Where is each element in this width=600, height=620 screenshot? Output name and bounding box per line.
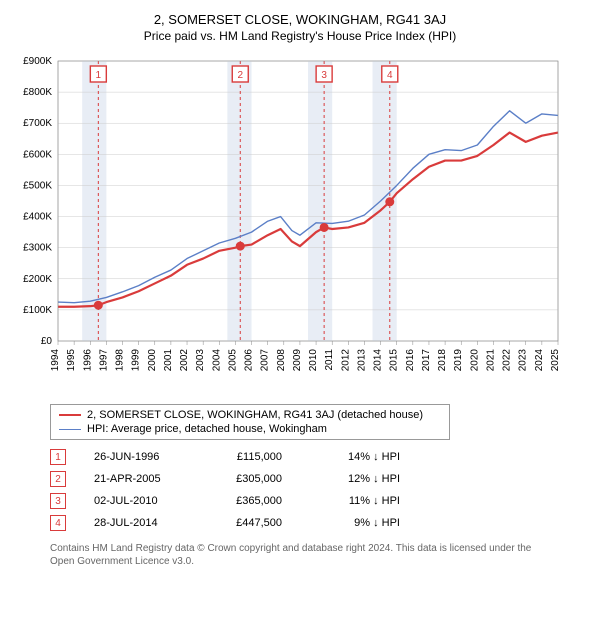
- svg-text:1996: 1996: [82, 349, 93, 372]
- sale-diff: 9% ↓ HPI: [310, 517, 400, 529]
- svg-text:2015: 2015: [389, 349, 400, 372]
- legend: 2, SOMERSET CLOSE, WOKINGHAM, RG41 3AJ (…: [50, 404, 450, 440]
- svg-text:2012: 2012: [340, 349, 351, 372]
- sale-marker-ref: 1: [50, 449, 66, 465]
- sales-table: 1 26-JUN-1996 £115,000 14% ↓ HPI 2 21-APR-200…: [50, 446, 590, 534]
- sale-diff: 11% ↓ HPI: [310, 495, 400, 507]
- svg-text:2019: 2019: [453, 349, 464, 372]
- svg-text:£900K: £900K: [23, 56, 52, 67]
- svg-text:2018: 2018: [437, 349, 448, 372]
- svg-text:2009: 2009: [292, 349, 303, 372]
- svg-text:3: 3: [321, 70, 327, 81]
- svg-text:£300K: £300K: [23, 243, 52, 254]
- svg-text:2000: 2000: [147, 349, 158, 372]
- legend-swatch: [59, 414, 81, 416]
- svg-text:1995: 1995: [66, 349, 77, 372]
- svg-text:2016: 2016: [405, 349, 416, 372]
- svg-text:1: 1: [96, 70, 102, 81]
- svg-text:2008: 2008: [276, 349, 287, 372]
- sale-diff: 12% ↓ HPI: [310, 473, 400, 485]
- svg-text:4: 4: [387, 70, 393, 81]
- chart-svg: £0 £100K £200K £300K £400K £500K £600K £700K £80…: [10, 51, 570, 391]
- sale-price: £447,500: [212, 517, 282, 529]
- sale-date: 21-APR-2005: [94, 473, 184, 485]
- legend-row: HPI: Average price, detached house, Woki…: [59, 422, 441, 436]
- svg-text:2006: 2006: [244, 349, 255, 372]
- svg-text:2: 2: [237, 70, 243, 81]
- svg-text:2014: 2014: [373, 349, 384, 372]
- svg-text:2023: 2023: [518, 349, 529, 372]
- svg-text:2004: 2004: [211, 349, 222, 372]
- sale-marker-ref: 4: [50, 515, 66, 531]
- sale-date: 02-JUL-2010: [94, 495, 184, 507]
- svg-text:2021: 2021: [485, 349, 496, 372]
- page-title: 2, SOMERSET CLOSE, WOKINGHAM, RG41 3AJ: [10, 12, 590, 27]
- svg-text:£700K: £700K: [23, 118, 52, 129]
- sale-price: £305,000: [212, 473, 282, 485]
- sale-diff: 14% ↓ HPI: [310, 451, 400, 463]
- svg-text:1994: 1994: [50, 349, 61, 372]
- sale-marker-ref: 2: [50, 471, 66, 487]
- svg-text:2011: 2011: [324, 349, 335, 371]
- svg-text:1997: 1997: [98, 349, 109, 372]
- page-subtitle: Price paid vs. HM Land Registry's House …: [10, 29, 590, 43]
- legend-label: HPI: Average price, detached house, Woki…: [87, 423, 327, 435]
- sale-price: £115,000: [212, 451, 282, 463]
- price-chart: £0 £100K £200K £300K £400K £500K £600K £700K £80…: [10, 51, 590, 396]
- sale-date: 28-JUL-2014: [94, 517, 184, 529]
- svg-text:2024: 2024: [534, 349, 545, 372]
- svg-text:2002: 2002: [179, 349, 190, 372]
- svg-text:2001: 2001: [163, 349, 174, 372]
- svg-text:2022: 2022: [502, 349, 513, 372]
- svg-text:£400K: £400K: [23, 212, 52, 223]
- svg-text:2025: 2025: [550, 349, 561, 372]
- sale-marker-ref: 3: [50, 493, 66, 509]
- svg-text:£0: £0: [41, 336, 53, 347]
- svg-text:£200K: £200K: [23, 274, 52, 285]
- svg-text:2013: 2013: [356, 349, 367, 372]
- svg-text:£600K: £600K: [23, 149, 52, 160]
- svg-text:2010: 2010: [308, 349, 319, 372]
- legend-row: 2, SOMERSET CLOSE, WOKINGHAM, RG41 3AJ (…: [59, 408, 441, 422]
- sale-price: £365,000: [212, 495, 282, 507]
- attribution-text: Contains HM Land Registry data © Crown c…: [50, 542, 550, 568]
- svg-text:2020: 2020: [469, 349, 480, 372]
- legend-label: 2, SOMERSET CLOSE, WOKINGHAM, RG41 3AJ (…: [87, 409, 423, 421]
- svg-text:2005: 2005: [227, 349, 238, 372]
- svg-text:£800K: £800K: [23, 87, 52, 98]
- table-row: 3 02-JUL-2010 £365,000 11% ↓ HPI: [50, 490, 590, 512]
- sale-date: 26-JUN-1996: [94, 451, 184, 463]
- svg-text:£500K: £500K: [23, 180, 52, 191]
- table-row: 2 21-APR-2005 £305,000 12% ↓ HPI: [50, 468, 590, 490]
- table-row: 1 26-JUN-1996 £115,000 14% ↓ HPI: [50, 446, 590, 468]
- svg-text:1999: 1999: [131, 349, 142, 372]
- svg-text:2003: 2003: [195, 349, 206, 372]
- legend-swatch: [59, 429, 81, 430]
- svg-text:2017: 2017: [421, 349, 432, 372]
- svg-text:2007: 2007: [260, 349, 271, 372]
- table-row: 4 28-JUL-2014 £447,500 9% ↓ HPI: [50, 512, 590, 534]
- svg-text:1998: 1998: [115, 349, 126, 372]
- svg-text:£100K: £100K: [23, 305, 52, 316]
